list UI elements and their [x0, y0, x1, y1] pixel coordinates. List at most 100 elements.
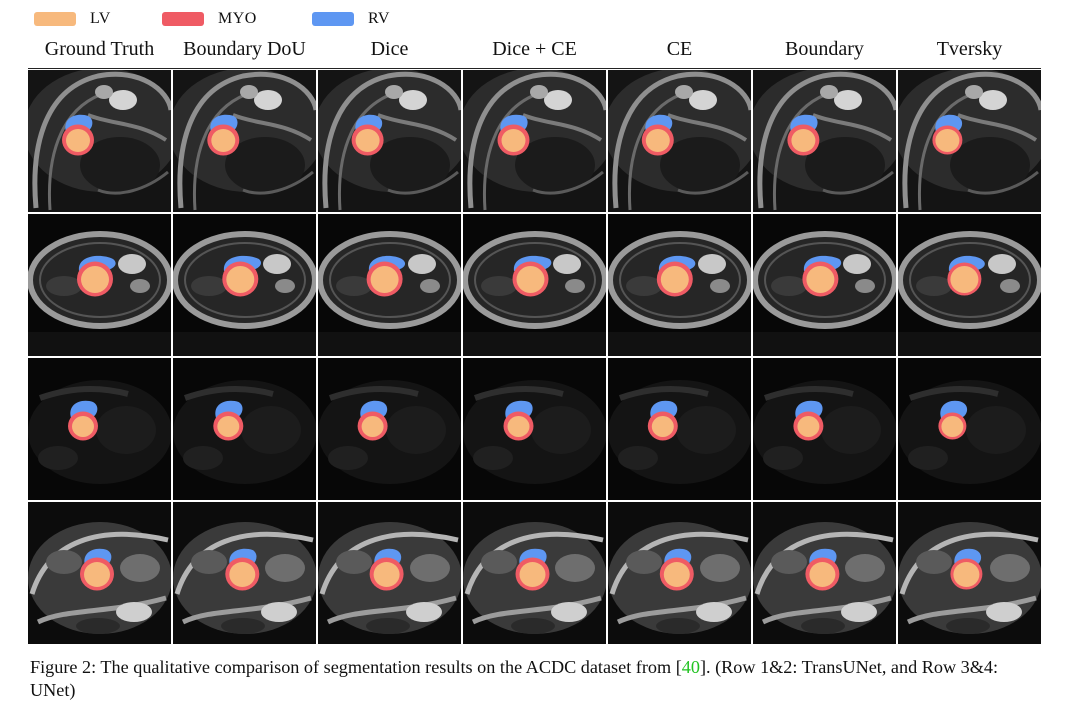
segmentation-overlay	[793, 400, 824, 441]
mri-anatomy	[898, 70, 1041, 212]
segmentation-overlay	[213, 400, 244, 441]
segmentation-image	[28, 214, 171, 356]
lv-region	[663, 562, 690, 587]
segmentation-overlay	[950, 548, 983, 590]
legend-label-rv: RV	[368, 10, 390, 27]
segmentation-image	[28, 358, 171, 500]
figure-caption: Figure 2: The qualitative comparison of …	[30, 656, 1045, 702]
lv-region	[370, 266, 399, 293]
segmentation-overlay	[62, 114, 94, 156]
mri-anatomy	[608, 70, 751, 212]
mri-anatomy	[753, 358, 896, 500]
segmentation-image	[463, 214, 606, 356]
lv-region	[651, 416, 674, 437]
segmentation-image	[608, 70, 751, 212]
mri-anatomy	[753, 70, 896, 212]
segmentation-overlay	[369, 548, 404, 591]
segmentation-image	[608, 502, 751, 644]
legend-label-lv: LV	[90, 10, 111, 27]
segmentation-image	[318, 502, 461, 644]
segmentation-overlay	[366, 255, 406, 297]
lv-region	[66, 129, 90, 152]
lv-region	[935, 129, 960, 152]
segmentation-image	[753, 70, 896, 212]
lv-region	[217, 416, 240, 437]
segmentation-overlay	[647, 400, 678, 441]
lv-region	[81, 266, 109, 293]
segmentation-overlay	[77, 255, 116, 297]
segmentation-overlay	[802, 255, 842, 297]
lv-region	[501, 129, 526, 152]
caption-reference-link[interactable]: 40	[681, 657, 700, 677]
mri-anatomy	[898, 358, 1041, 500]
segmentation-overlay	[503, 400, 534, 441]
lv-region	[361, 416, 384, 437]
mri-anatomy	[608, 358, 751, 500]
mri-anatomy	[463, 358, 606, 500]
lv-region	[806, 266, 835, 293]
mri-anatomy	[28, 70, 171, 212]
lv-region	[519, 562, 546, 587]
lv-region	[229, 562, 256, 587]
segmentation-image	[463, 70, 606, 212]
segmentation-overlay	[357, 400, 388, 441]
lv-region	[507, 416, 530, 437]
lv-region	[791, 129, 816, 152]
segmentation-overlay	[207, 114, 240, 156]
segmentation-overlay	[351, 114, 384, 156]
mri-anatomy	[318, 70, 461, 212]
lv-region	[809, 562, 836, 587]
legend-item-lv: LV	[34, 8, 111, 30]
mri-anatomy	[28, 358, 171, 500]
column-header-ground-truth: Ground Truth	[44, 38, 155, 60]
lv-region	[226, 266, 255, 293]
legend-swatch-rv	[312, 12, 354, 26]
segmentation-overlay	[225, 548, 260, 591]
column-header-tversky: Tversky	[936, 38, 1003, 60]
lv-region	[645, 129, 670, 152]
mri-anatomy	[463, 70, 606, 212]
segmentation-image	[173, 358, 316, 500]
column-headers: Ground Truth Boundary DoU Dice Dice + CE…	[28, 38, 1041, 66]
legend: LV MYO RV	[34, 8, 454, 30]
caption-prefix: Figure 2: The qualitative comparison of …	[30, 657, 682, 677]
segmentation-image	[753, 214, 896, 356]
lv-region	[950, 266, 979, 293]
segmentation-overlay	[656, 255, 696, 297]
lv-region	[211, 129, 236, 152]
segmentation-image	[173, 70, 316, 212]
segmentation-image	[898, 358, 1041, 500]
segmentation-overlay	[512, 255, 552, 297]
segmentation-image	[608, 358, 751, 500]
lv-region	[660, 266, 689, 293]
legend-item-rv: RV	[312, 8, 390, 30]
segmentation-overlay	[947, 255, 985, 296]
segmentation-image	[28, 502, 171, 644]
segmentation-overlay	[659, 548, 694, 591]
legend-swatch-myo	[162, 12, 204, 26]
lv-region	[797, 416, 820, 437]
segmentation-overlay	[497, 114, 530, 156]
column-header-dice-ce: Dice + CE	[492, 38, 577, 60]
segmentation-image	[173, 214, 316, 356]
caption-suffix: ]. (Row 1&2: TransUNet, and Row 3&4: UNe…	[30, 657, 999, 700]
segmentation-overlay	[805, 548, 840, 591]
mri-anatomy	[173, 70, 316, 212]
legend-swatch-lv	[34, 12, 76, 26]
column-header-ce: CE	[666, 38, 693, 60]
segmentation-overlay	[938, 400, 968, 440]
mri-anatomy	[753, 214, 896, 356]
segmentation-image	[898, 214, 1041, 356]
legend-item-myo: MYO	[162, 8, 257, 30]
segmentation-image	[898, 502, 1041, 644]
segmentation-image	[318, 358, 461, 500]
mri-anatomy	[608, 214, 751, 356]
mri-anatomy	[318, 358, 461, 500]
segmentation-image	[318, 214, 461, 356]
lv-region	[941, 416, 964, 437]
lv-region	[355, 129, 380, 152]
column-header-boundary: Boundary	[785, 38, 864, 60]
segmentation-image	[463, 358, 606, 500]
segmentation-overlay	[222, 255, 262, 297]
legend-label-myo: MYO	[218, 10, 257, 27]
